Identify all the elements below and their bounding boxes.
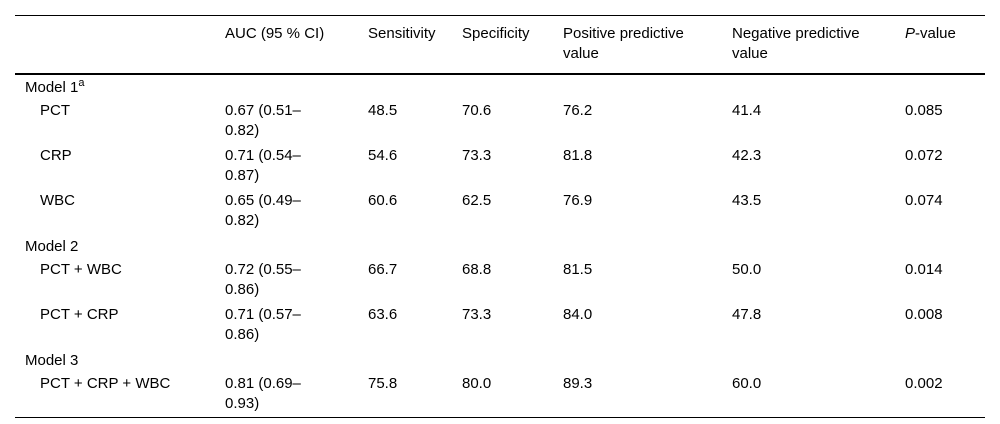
auc-cell: 0.72 (0.55– 0.86) (225, 261, 301, 298)
auc-cell: 0.67 (0.51– 0.82) (225, 102, 301, 139)
header-pvalue: P-value (905, 15, 985, 75)
header-specificity: Specificity (462, 15, 563, 75)
ppv-cell: 89.3 (563, 375, 593, 392)
row-label: PCT (40, 102, 70, 119)
sensitivity-cell: 60.6 (368, 192, 398, 209)
footnote-marker: a (78, 77, 85, 89)
table-row: WBC 0.65 (0.49– 0.82) 60.6 62.5 76.9 43.5 0.074 (15, 189, 985, 234)
sensitivity-cell: 54.6 (368, 147, 398, 164)
model-group-row: Model 3 (15, 348, 985, 372)
table-header: AUC (95 % CI) Sensitivity Specificity Po… (15, 15, 985, 75)
specificity-cell: 73.3 (462, 147, 492, 164)
specificity-cell: 70.6 (462, 102, 492, 119)
ppv-cell: 84.0 (563, 306, 593, 323)
auc-cell: 0.71 (0.54– 0.87) (225, 147, 301, 184)
row-label: CRP (40, 147, 72, 164)
row-label: PCT + CRP + WBC (40, 375, 171, 392)
header-row: AUC (95 % CI) Sensitivity Specificity Po… (15, 15, 985, 75)
header-empty (15, 15, 225, 75)
ppv-cell: 76.9 (563, 192, 593, 209)
header-ppv: Positive predictive value (563, 15, 732, 75)
npv-cell: 42.3 (732, 147, 762, 164)
header-sensitivity: Sensitivity (368, 15, 462, 75)
pvalue-rest: -value (915, 25, 956, 42)
auc-cell: 0.71 (0.57– 0.86) (225, 306, 301, 343)
diagnostic-performance-table: AUC (95 % CI) Sensitivity Specificity Po… (15, 15, 985, 418)
ppv-cell: 81.5 (563, 261, 593, 278)
group-label: Model 3 (25, 352, 79, 369)
npv-cell: 47.8 (732, 306, 762, 323)
specificity-cell: 62.5 (462, 192, 492, 209)
header-auc: AUC (95 % CI) (225, 15, 368, 75)
pvalue-cell: 0.085 (905, 102, 943, 119)
npv-cell: 50.0 (732, 261, 762, 278)
group-label: Model 2 (25, 238, 79, 255)
model-group-row: Model 1a (15, 74, 985, 99)
row-label: PCT + CRP (40, 306, 119, 323)
ppv-cell: 76.2 (563, 102, 593, 119)
pvalue-cell: 0.002 (905, 375, 943, 392)
specificity-cell: 80.0 (462, 375, 492, 392)
pvalue-cell: 0.014 (905, 261, 943, 278)
auc-cell: 0.81 (0.69– 0.93) (225, 375, 301, 412)
sensitivity-cell: 66.7 (368, 261, 398, 278)
model-group-row: Model 2 (15, 234, 985, 258)
sensitivity-cell: 63.6 (368, 306, 398, 323)
group-label: Model 1a (25, 77, 85, 97)
auc-cell: 0.65 (0.49– 0.82) (225, 192, 301, 229)
table-row: PCT + CRP 0.71 (0.57– 0.86) 63.6 73.3 84.0 47.… (15, 303, 985, 348)
ppv-cell: 81.8 (563, 147, 593, 164)
sensitivity-cell: 75.8 (368, 375, 398, 392)
row-label: WBC (40, 192, 75, 209)
table-row: CRP 0.71 (0.54– 0.87) 54.6 73.3 81.8 42.3 0.072 (15, 144, 985, 189)
npv-cell: 43.5 (732, 192, 762, 209)
specificity-cell: 68.8 (462, 261, 492, 278)
table-body: Model 1a PCT 0.67 (0.51– 0.82) 48.5 70.6 76.2 4… (15, 74, 985, 418)
pvalue-cell: 0.008 (905, 306, 943, 323)
table-row: PCT 0.67 (0.51– 0.82) 48.5 70.6 76.2 41.4 0.085 (15, 99, 985, 144)
table-row: PCT + WBC 0.72 (0.55– 0.86) 66.7 68.8 81.5 50.… (15, 258, 985, 303)
pvalue-italic-p: P (905, 25, 916, 42)
row-label: PCT + WBC (40, 261, 122, 278)
sensitivity-cell: 48.5 (368, 102, 398, 119)
pvalue-cell: 0.072 (905, 147, 943, 164)
specificity-cell: 73.3 (462, 306, 492, 323)
pvalue-cell: 0.074 (905, 192, 943, 209)
npv-cell: 60.0 (732, 375, 762, 392)
header-npv: Negative predictive value (732, 15, 905, 75)
table-row: PCT + CRP + WBC 0.81 (0.69– 0.93) 75.8 80.0 8… (15, 372, 985, 418)
npv-cell: 41.4 (732, 102, 762, 119)
